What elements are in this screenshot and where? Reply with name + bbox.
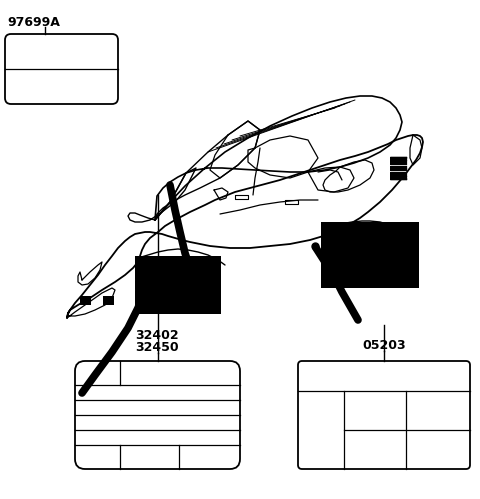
FancyBboxPatch shape xyxy=(75,361,240,469)
FancyBboxPatch shape xyxy=(5,34,118,104)
FancyBboxPatch shape xyxy=(298,361,470,469)
Text: 32450: 32450 xyxy=(136,341,180,354)
Text: 05203: 05203 xyxy=(362,339,406,352)
Text: 32402: 32402 xyxy=(136,329,180,342)
Text: 97699A: 97699A xyxy=(7,16,60,29)
